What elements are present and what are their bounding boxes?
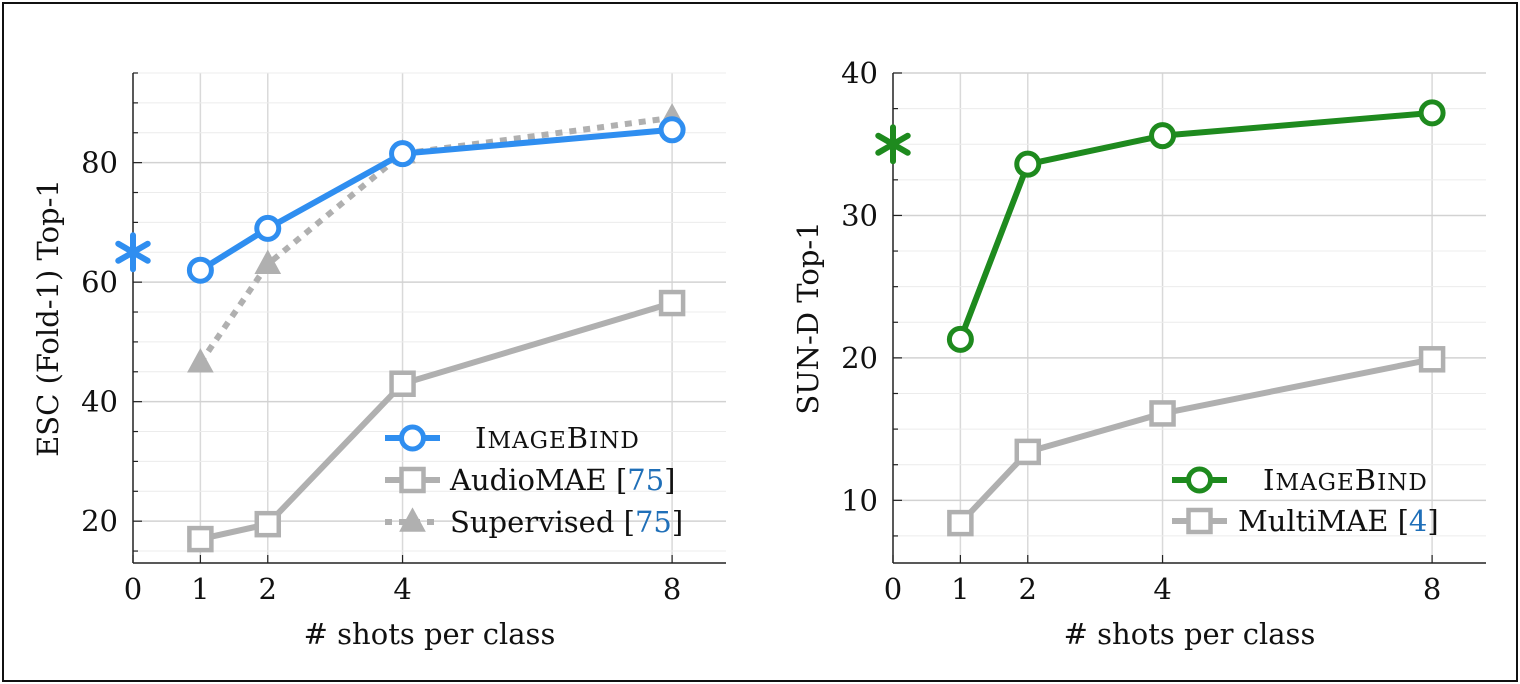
legend-label: MultiMAE [4] bbox=[1238, 504, 1439, 538]
data-point bbox=[254, 510, 282, 538]
y-axis-label: SUN-D Top-1 bbox=[791, 221, 825, 414]
x-tick-label: 4 bbox=[393, 572, 411, 606]
y-tick-label: 20 bbox=[81, 504, 118, 538]
x-tick-label: 8 bbox=[1423, 572, 1441, 606]
y-tick-label: 30 bbox=[841, 198, 878, 232]
y-tick-label: 10 bbox=[841, 483, 878, 517]
data-point bbox=[658, 289, 686, 317]
data-point bbox=[1014, 438, 1042, 466]
data-point bbox=[254, 214, 282, 242]
grid bbox=[133, 72, 726, 563]
x-tick-label: 1 bbox=[951, 572, 969, 606]
x-tick-label: 0 bbox=[124, 572, 142, 606]
x-tick-label: 8 bbox=[663, 572, 681, 606]
axes: 10 20 30 40 0 1 2 4 8 bbox=[841, 56, 1486, 606]
legend-marker bbox=[399, 424, 426, 452]
data-point bbox=[946, 325, 974, 353]
data-point bbox=[254, 249, 282, 274]
x-tick-label: 1 bbox=[191, 572, 209, 606]
x-tick-label: 2 bbox=[259, 572, 277, 606]
series-line bbox=[197, 114, 673, 365]
x-tick-label: 2 bbox=[1019, 572, 1037, 606]
y-tick-label: 20 bbox=[841, 341, 878, 375]
y-tick-label: 40 bbox=[841, 56, 878, 90]
data-point bbox=[658, 116, 686, 144]
legend-label: IMAGEBIND bbox=[475, 421, 640, 455]
legend-label: Supervised [75] bbox=[450, 505, 683, 539]
y-tick-label: 40 bbox=[81, 385, 118, 419]
series-line bbox=[199, 300, 673, 543]
data-point bbox=[1418, 99, 1446, 127]
data-point bbox=[1014, 150, 1042, 178]
series-imagebind bbox=[946, 99, 1446, 353]
series-audiomae bbox=[187, 289, 686, 553]
series-multimae bbox=[947, 346, 1446, 537]
data-point bbox=[1149, 400, 1176, 427]
data-point bbox=[389, 370, 416, 397]
x-tick-label: 4 bbox=[1153, 572, 1171, 606]
legend-label: IMAGEBIND bbox=[1263, 463, 1428, 497]
chart-panel-1: 20 40 60 80 0 1 2 4 8 # shots per class ESC (Fold-… bbox=[31, 72, 726, 651]
x-axis-label: # shots per class bbox=[304, 617, 556, 651]
legend: IMAGEBIND MultiMAE [4] bbox=[1172, 463, 1439, 538]
data-point bbox=[947, 509, 974, 537]
y-tick-label: 60 bbox=[81, 265, 118, 299]
legend-marker bbox=[399, 507, 426, 532]
series-line bbox=[958, 356, 1433, 526]
legend-label: AudioMAE [75] bbox=[449, 463, 676, 497]
axes: 20 40 60 80 0 1 2 4 8 bbox=[81, 72, 726, 606]
series-line bbox=[198, 126, 673, 273]
zero-shot-star-marker bbox=[115, 232, 151, 273]
data-point bbox=[1418, 346, 1446, 373]
zero-shot-star-marker bbox=[875, 124, 911, 165]
series-line bbox=[957, 109, 1433, 341]
chart-panel-2: 10 20 30 40 0 1 2 4 8 # shots per class SUN-D Top-… bbox=[791, 56, 1486, 651]
y-tick-label: 80 bbox=[81, 146, 118, 180]
data-point bbox=[187, 348, 214, 373]
legend-marker bbox=[399, 466, 426, 494]
y-axis-label: ESC (Fold-1) Top-1 bbox=[31, 179, 65, 457]
legend-marker bbox=[1186, 507, 1213, 535]
legend-marker bbox=[1186, 466, 1213, 494]
legend: IMAGEBIND AudioMAE [75] Supervised [75] bbox=[385, 421, 683, 539]
x-tick-label: 0 bbox=[884, 572, 902, 606]
data-point bbox=[186, 256, 214, 284]
series-imagebind bbox=[186, 116, 686, 284]
data-point bbox=[1149, 122, 1177, 150]
data-point bbox=[187, 525, 214, 553]
x-axis-label: # shots per class bbox=[1064, 617, 1316, 651]
data-point bbox=[389, 140, 417, 168]
